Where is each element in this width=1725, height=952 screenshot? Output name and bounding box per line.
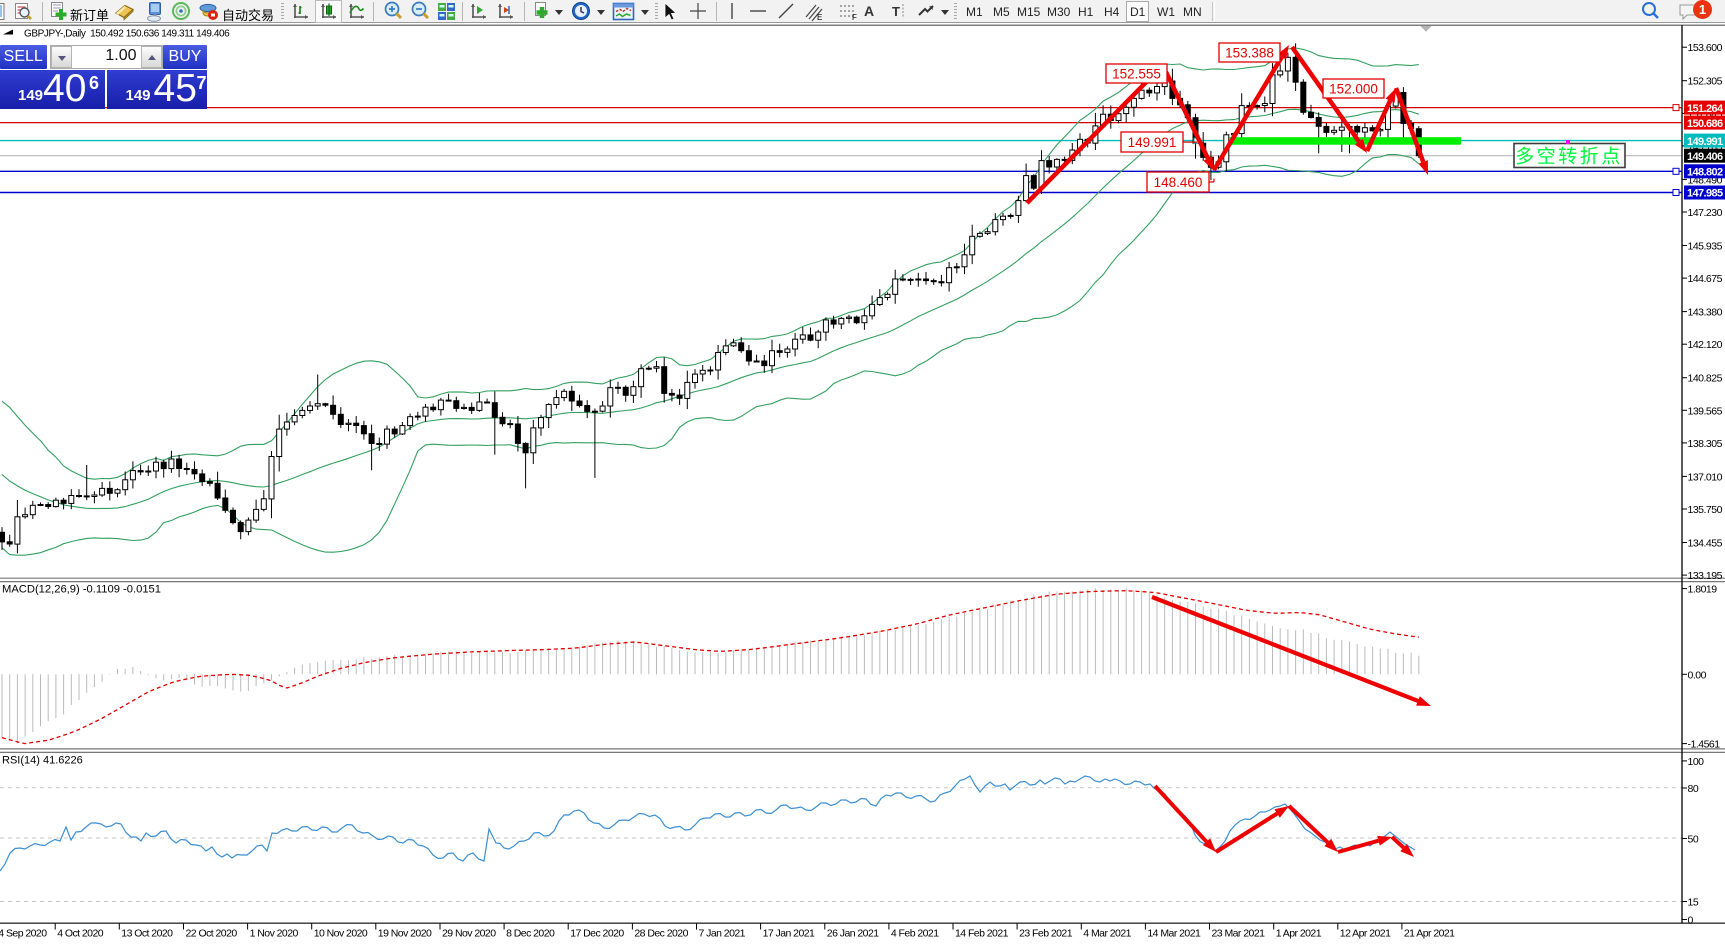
svg-text:12 Apr 2021: 12 Apr 2021 [1340,928,1391,940]
svg-text:15: 15 [1688,897,1699,909]
svg-text:RSI(14) 41.6226: RSI(14) 41.6226 [2,755,83,767]
svg-text:147.985: 147.985 [1687,188,1723,200]
svg-text:28 Dec 2020: 28 Dec 2020 [634,928,688,940]
svg-text:149.991: 149.991 [1128,135,1177,150]
svg-text:MACD(12,26,9) -0.1109 -0.0151: MACD(12,26,9) -0.1109 -0.0151 [2,584,161,596]
svg-text:152.000: 152.000 [1329,81,1378,96]
svg-text:149.991: 149.991 [1687,136,1723,148]
svg-text:29 Nov 2020: 29 Nov 2020 [442,928,496,940]
svg-text:19 Nov 2020: 19 Nov 2020 [378,928,432,940]
svg-text:17 Jan 2021: 17 Jan 2021 [763,928,815,940]
svg-text:143.380: 143.380 [1688,307,1723,319]
svg-text:17 Dec 2020: 17 Dec 2020 [570,928,624,940]
svg-text:50: 50 [1688,834,1699,846]
svg-text:148.460: 148.460 [1154,175,1203,190]
svg-text:151.264: 151.264 [1687,103,1724,115]
svg-text:-1.4561: -1.4561 [1688,739,1721,751]
svg-text:8 Dec 2020: 8 Dec 2020 [506,928,555,940]
svg-text:139.565: 139.565 [1688,405,1723,417]
svg-text:0: 0 [1688,915,1694,927]
svg-text:133.195: 133.195 [1688,570,1723,582]
svg-text:22 Oct 2020: 22 Oct 2020 [186,928,238,940]
svg-text:10 Nov 2020: 10 Nov 2020 [314,928,368,940]
svg-text:26 Jan 2021: 26 Jan 2021 [827,928,879,940]
svg-text:21 Apr 2021: 21 Apr 2021 [1404,928,1455,940]
svg-text:152.555: 152.555 [1112,66,1161,81]
svg-text:多空转折点: 多空转折点 [1515,146,1623,168]
svg-text:80: 80 [1688,783,1699,795]
svg-text:140.825: 140.825 [1688,373,1723,385]
svg-text:14 Mar 2021: 14 Mar 2021 [1147,928,1201,940]
svg-text:145.935: 145.935 [1688,241,1723,253]
svg-text:134.455: 134.455 [1688,538,1723,550]
svg-text:GBPJPY-,Daily 150.492 150.636: GBPJPY-,Daily 150.492 150.636 149.311 14… [24,29,230,40]
svg-text:14 Feb 2021: 14 Feb 2021 [955,928,1009,940]
svg-text:E: E [817,13,822,22]
svg-text:144.675: 144.675 [1688,273,1723,285]
svg-text:147.230: 147.230 [1688,207,1723,219]
svg-text:153.388: 153.388 [1225,45,1274,60]
svg-text:4 Feb 2021: 4 Feb 2021 [891,928,939,940]
svg-text:24 Sep 2020: 24 Sep 2020 [0,928,47,940]
svg-text:7 Jan 2021: 7 Jan 2021 [699,928,746,940]
svg-text:150.686: 150.686 [1687,118,1723,130]
svg-text:142.120: 142.120 [1688,339,1723,351]
svg-text:135.750: 135.750 [1688,504,1723,516]
svg-text:153.600: 153.600 [1688,42,1723,54]
svg-text:13 Oct 2020: 13 Oct 2020 [121,928,173,940]
svg-text:4 Mar 2021: 4 Mar 2021 [1083,928,1131,940]
svg-text:149.406: 149.406 [1687,151,1723,163]
svg-text:T: T [892,4,900,19]
svg-text:138.305: 138.305 [1688,438,1723,450]
svg-text:23 Feb 2021: 23 Feb 2021 [1019,928,1073,940]
svg-text:100: 100 [1688,756,1705,768]
svg-text:23 Mar 2021: 23 Mar 2021 [1212,928,1266,940]
svg-text:152.305: 152.305 [1688,76,1723,88]
svg-text:137.010: 137.010 [1688,471,1723,483]
svg-text:F: F [852,13,857,22]
svg-text:148.802: 148.802 [1687,167,1723,179]
svg-text:1 Apr 2021: 1 Apr 2021 [1276,928,1322,940]
svg-text:1.8019: 1.8019 [1688,584,1718,596]
svg-text:0.00: 0.00 [1688,669,1707,681]
svg-text:4 Oct 2020: 4 Oct 2020 [57,928,104,940]
svg-text:1 Nov 2020: 1 Nov 2020 [250,928,299,940]
